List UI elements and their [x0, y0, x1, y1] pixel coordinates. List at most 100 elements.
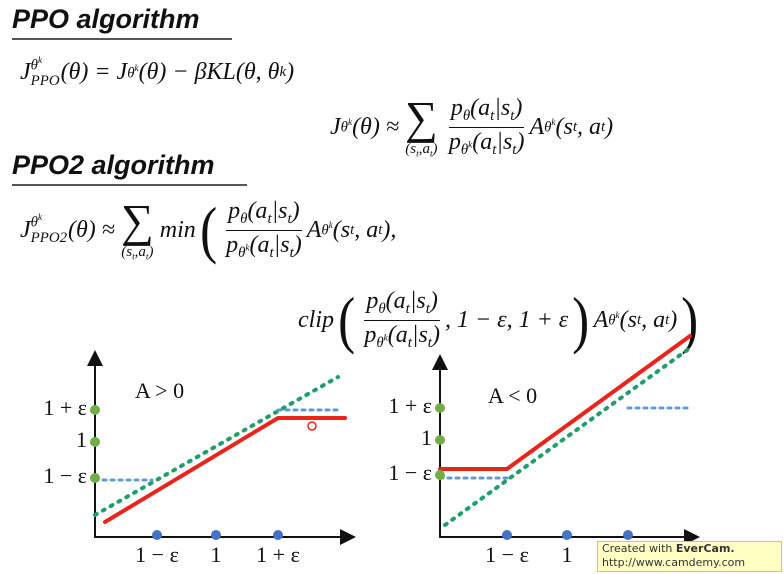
formula-text: t [492, 141, 497, 158]
formula-text: J [330, 113, 341, 140]
formula-text: |s [271, 198, 288, 225]
formula-text: t [132, 252, 135, 263]
diagram [432, 334, 700, 545]
x-tick-label: 1 [211, 542, 222, 567]
formula-text: |s [494, 95, 511, 122]
superscript: k [135, 63, 139, 73]
summation: ∑ (st,at) [405, 92, 438, 160]
formula-text: t [510, 108, 515, 125]
diagram-label: A < 0 [488, 383, 537, 408]
formula-text: (a [387, 321, 408, 348]
tick-dot [435, 470, 445, 480]
formula-text: p [448, 128, 461, 155]
tick-dot [152, 530, 162, 540]
denominator: pθk(at|st) [362, 321, 442, 352]
title-underline [12, 184, 247, 186]
formula-text: (θ) − βKL(θ, θ [138, 59, 280, 86]
formula-text: ) [516, 128, 525, 155]
formula-text: , a [577, 113, 601, 140]
tick-dot [502, 530, 512, 540]
formula-text: t [378, 221, 383, 238]
subscript: t [378, 222, 382, 239]
formula-text: t [267, 211, 272, 228]
formula-text: ) [432, 141, 438, 157]
subscript: t [665, 312, 669, 329]
formula-text: ) [605, 113, 614, 140]
subscript: t [510, 109, 514, 125]
fraction: pθ(at|st) pθk(at|st) [224, 198, 304, 261]
formula-text: J [20, 59, 31, 86]
sum-index: (st,at) [121, 244, 153, 262]
formula-text: θ [608, 312, 616, 329]
formula-text: k [615, 310, 620, 321]
scripts: θk PPO [30, 55, 60, 90]
sum-symbol: ∑ [405, 92, 438, 143]
superscript: k [38, 212, 42, 222]
formula-text: (s [555, 113, 573, 140]
subscript: t [290, 245, 294, 261]
tick-dot [90, 437, 100, 447]
formula-text: (a [472, 128, 493, 155]
formula-text: k [37, 212, 43, 223]
formula-text: |s [409, 288, 426, 315]
big-paren: ( [338, 284, 356, 355]
subscript: t [269, 245, 273, 261]
formula-text: k [468, 139, 473, 150]
tick-dot [435, 435, 445, 445]
formula-text: t [429, 149, 433, 160]
title-underline [12, 38, 232, 40]
fraction: pθ(at|st) pθk(at|st) [447, 95, 527, 158]
tick-dot [623, 530, 633, 540]
subscript: t [406, 302, 410, 318]
superscript: θk [30, 212, 67, 231]
superscript: k [551, 117, 555, 127]
watermark-url: http://www.camdemy.com [602, 556, 746, 569]
subscript: t [428, 335, 432, 351]
subscript: t [288, 212, 292, 228]
superscript: k [279, 64, 286, 81]
superscript: k [468, 139, 472, 149]
subscript: θk [461, 139, 472, 157]
formula-text: ,a [418, 141, 430, 157]
formula-text: t [425, 301, 430, 318]
formula-text: t [416, 149, 419, 160]
formula-text: k [37, 55, 43, 65]
formula-text: (θ) ≈ [68, 216, 115, 243]
x-tick-label: 1 [562, 542, 573, 567]
formula-text: p [450, 95, 463, 122]
formula-text: t [490, 108, 495, 125]
formula-text: k [347, 117, 353, 128]
formula-text: t [289, 244, 294, 261]
y-tick-label: 1 [421, 425, 432, 450]
subscript: t [512, 142, 516, 158]
superscript: θk [608, 310, 619, 329]
formula-text: (a [385, 288, 406, 315]
formula-text: , a [641, 306, 666, 333]
subscript: t [416, 149, 419, 159]
big-paren: ( [199, 194, 217, 266]
formula-text: (θ) ≈ [352, 113, 400, 140]
diagram-label: A > 0 [135, 378, 184, 403]
ratio-line [443, 346, 692, 527]
formula-text: t [350, 221, 355, 238]
formula-text: |s [496, 128, 513, 155]
formula-text: t [145, 252, 149, 263]
formula-text: θ [376, 334, 384, 351]
formula-text: t [512, 141, 517, 158]
big-paren: ) [681, 284, 699, 355]
formula-text: A [593, 306, 609, 333]
formula-text: ) [286, 59, 295, 86]
superscript: θk [321, 220, 332, 239]
formula-text: θ [30, 57, 38, 74]
tick-dot [273, 530, 283, 540]
subscript: t [490, 109, 494, 125]
big-paren: ) [572, 284, 590, 355]
formula-text: t [407, 334, 412, 351]
formula-text: ) [431, 321, 440, 348]
tick-dot [435, 403, 445, 413]
fraction: pθ(at|st) pθk(at|st) [362, 288, 442, 351]
formula-text: θ [30, 214, 38, 231]
